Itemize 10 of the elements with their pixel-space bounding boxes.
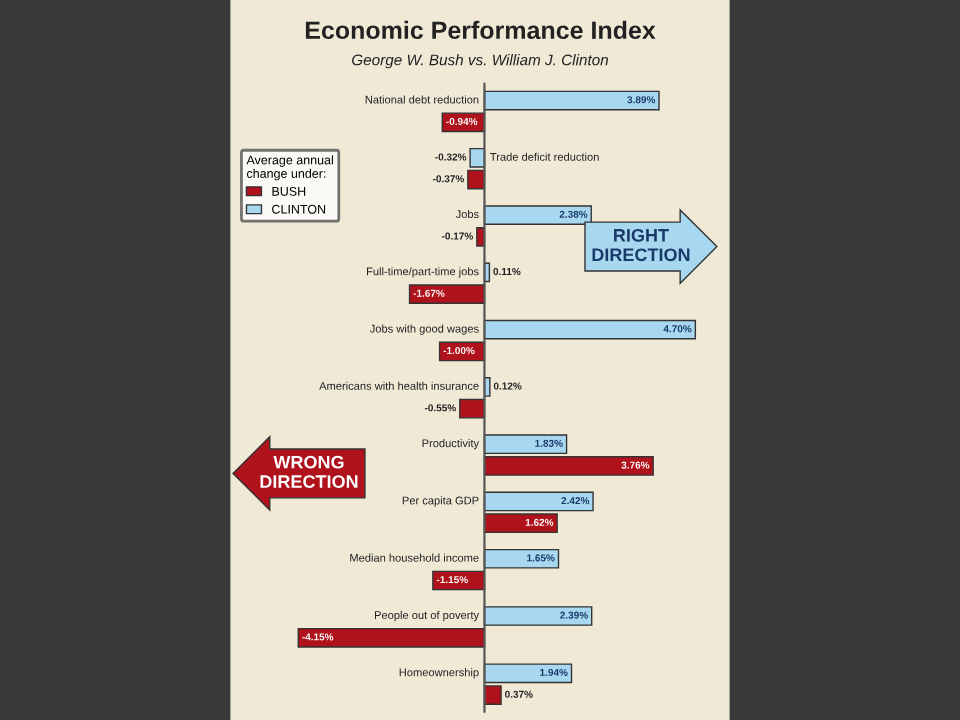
bar xyxy=(459,398,486,419)
bar xyxy=(483,319,697,340)
bar xyxy=(483,90,660,111)
chart-title: Economic Performance Index xyxy=(305,20,656,40)
annotation: WRONG DIRECTION xyxy=(260,455,358,488)
bar xyxy=(483,606,593,626)
bar xyxy=(483,548,560,569)
annotation: RIGHT DIRECTION xyxy=(592,228,690,262)
bar xyxy=(297,627,486,648)
bar xyxy=(408,284,486,304)
